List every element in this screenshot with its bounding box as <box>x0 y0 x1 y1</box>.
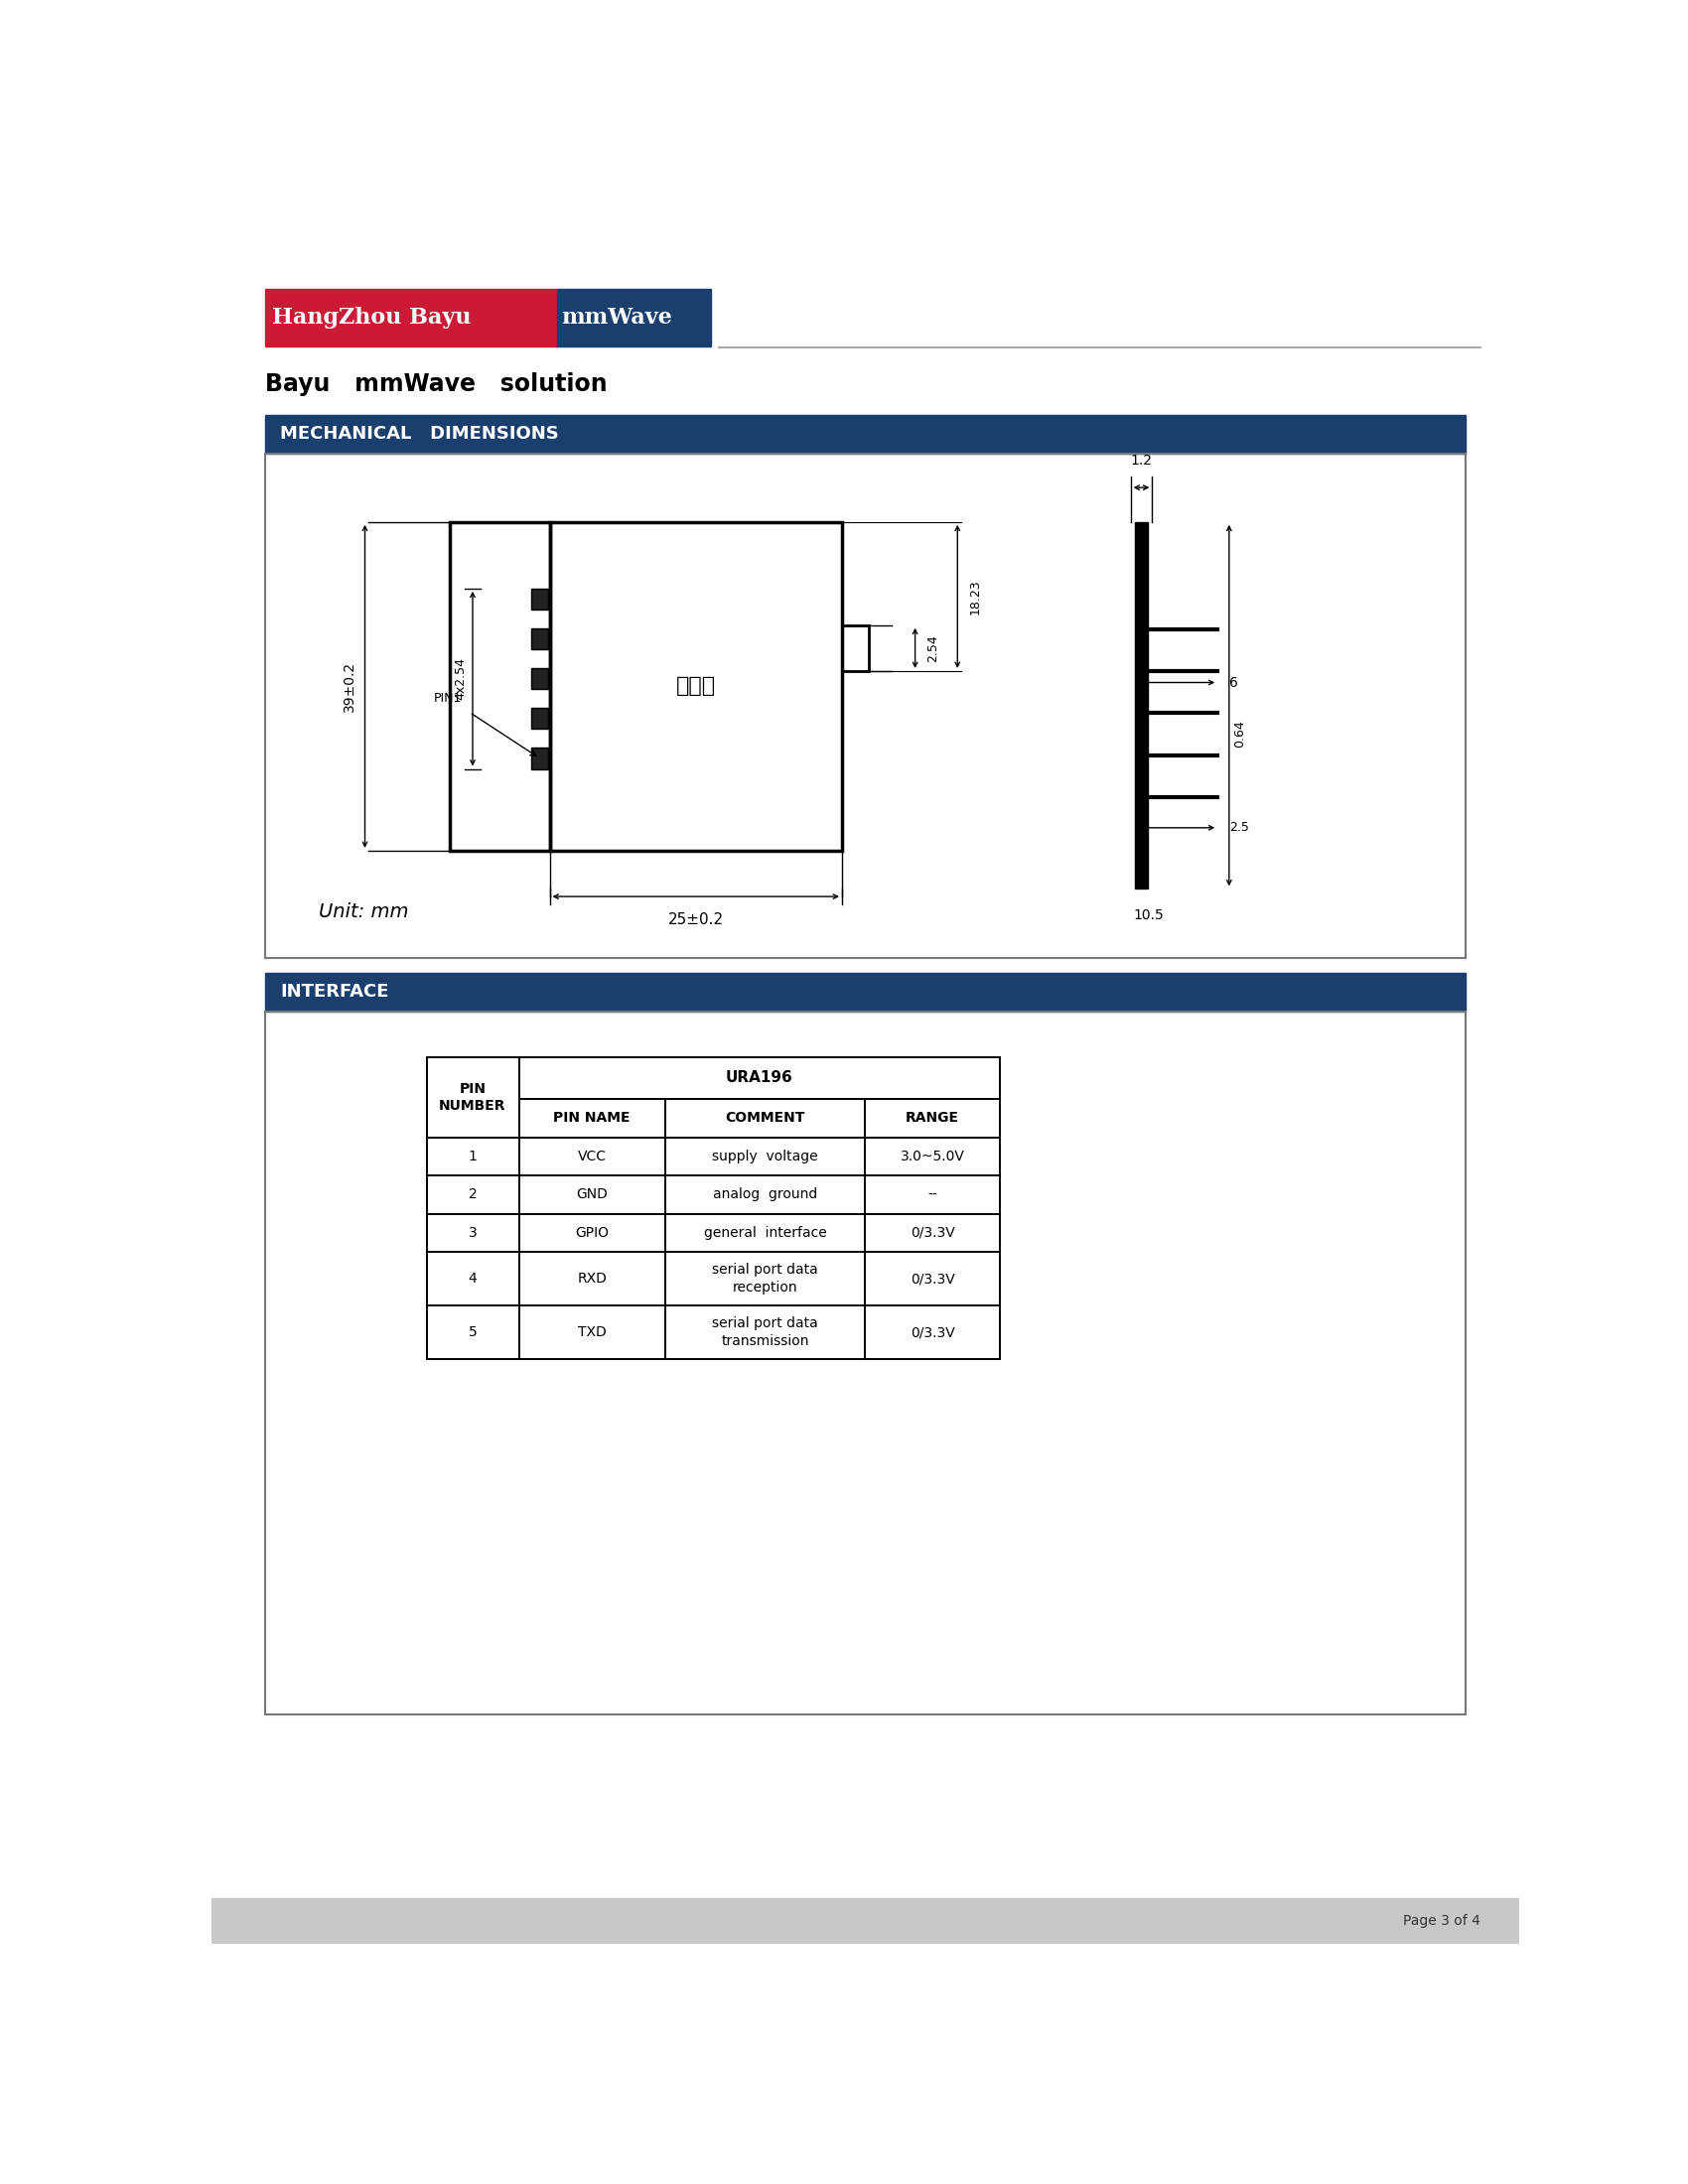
Bar <box>532 708 549 729</box>
Text: 10.5: 10.5 <box>1134 909 1165 922</box>
Bar <box>265 288 557 345</box>
Text: 5: 5 <box>468 1326 478 1339</box>
Bar <box>665 1138 864 1175</box>
Text: PIN
NUMBER: PIN NUMBER <box>439 1081 506 1112</box>
Text: serial port data
transmission: serial port data transmission <box>712 1317 819 1348</box>
Bar <box>518 1175 665 1214</box>
Bar <box>518 1099 665 1138</box>
Bar <box>427 1214 518 1251</box>
Text: mmWave: mmWave <box>560 308 672 330</box>
Bar <box>550 522 842 850</box>
Bar <box>557 288 711 345</box>
Text: 0.64: 0.64 <box>1232 721 1246 747</box>
Bar <box>864 1214 999 1251</box>
Text: 3: 3 <box>468 1225 478 1241</box>
Text: MECHANICAL   DIMENSIONS: MECHANICAL DIMENSIONS <box>280 426 559 443</box>
Bar <box>427 1057 999 1358</box>
Text: 器件面: 器件面 <box>675 677 716 697</box>
Bar <box>864 1306 999 1358</box>
Bar <box>518 1251 665 1306</box>
Bar <box>427 1251 518 1306</box>
Text: serial port data
reception: serial port data reception <box>712 1262 819 1295</box>
Text: 2.54: 2.54 <box>927 633 940 662</box>
Text: GPIO: GPIO <box>576 1225 609 1241</box>
Text: TXD: TXD <box>577 1326 606 1339</box>
Text: 2: 2 <box>468 1188 478 1201</box>
Text: analog  ground: analog ground <box>712 1188 817 1201</box>
Bar <box>449 522 550 850</box>
Bar <box>265 974 1465 1011</box>
Bar <box>518 1214 665 1251</box>
Bar <box>518 1138 665 1175</box>
Text: URA196: URA196 <box>726 1070 793 1085</box>
Bar <box>532 668 549 690</box>
Text: 0/3.3V: 0/3.3V <box>910 1225 955 1241</box>
Text: 18.23: 18.23 <box>969 579 982 614</box>
Bar <box>864 1251 999 1306</box>
Text: COMMENT: COMMENT <box>726 1112 805 1125</box>
Text: PIN1: PIN1 <box>434 692 463 705</box>
Bar <box>665 1306 864 1358</box>
Text: RXD: RXD <box>577 1271 606 1286</box>
Bar <box>532 629 549 649</box>
Bar <box>665 1099 864 1138</box>
Bar <box>864 1138 999 1175</box>
Text: 25±0.2: 25±0.2 <box>668 913 724 926</box>
Bar <box>265 415 1465 454</box>
Text: RANGE: RANGE <box>906 1112 959 1125</box>
Bar <box>427 1057 518 1138</box>
Text: supply  voltage: supply voltage <box>712 1149 819 1164</box>
Text: 2.5: 2.5 <box>1229 821 1249 834</box>
Bar <box>665 1251 864 1306</box>
Bar <box>1134 522 1148 889</box>
Text: PIN NAME: PIN NAME <box>554 1112 630 1125</box>
Bar <box>864 1175 999 1214</box>
Bar <box>864 1099 999 1138</box>
Bar <box>665 1175 864 1214</box>
Text: 0/3.3V: 0/3.3V <box>910 1326 955 1339</box>
Text: GND: GND <box>576 1188 608 1201</box>
Bar <box>427 1138 518 1175</box>
Text: INTERFACE: INTERFACE <box>280 983 388 1000</box>
Text: 1: 1 <box>468 1149 478 1164</box>
Bar <box>211 1898 1519 1944</box>
Text: 4: 4 <box>468 1271 478 1286</box>
Text: 0/3.3V: 0/3.3V <box>910 1271 955 1286</box>
Bar <box>842 625 869 670</box>
Bar <box>427 1306 518 1358</box>
Text: 4x2.54: 4x2.54 <box>454 657 468 701</box>
Text: Bayu   mmWave   solution: Bayu mmWave solution <box>265 373 608 395</box>
Text: general  interface: general interface <box>704 1225 827 1241</box>
Bar <box>665 1214 864 1251</box>
Bar <box>265 454 1465 957</box>
Text: VCC: VCC <box>577 1149 606 1164</box>
Bar <box>518 1057 999 1099</box>
Text: --: -- <box>928 1188 937 1201</box>
Text: 3.0~5.0V: 3.0~5.0V <box>900 1149 964 1164</box>
Text: Unit: mm: Unit: mm <box>319 902 408 922</box>
Text: 1.2: 1.2 <box>1131 454 1153 467</box>
Bar <box>427 1175 518 1214</box>
Bar <box>518 1306 665 1358</box>
Bar <box>265 1011 1465 1714</box>
Text: Page 3 of 4: Page 3 of 4 <box>1403 1913 1480 1928</box>
Bar <box>532 587 549 609</box>
Bar <box>532 747 549 769</box>
Text: 39±0.2: 39±0.2 <box>343 662 356 712</box>
Text: 6: 6 <box>1229 675 1237 690</box>
Text: HangZhou Bayu: HangZhou Bayu <box>272 308 471 330</box>
